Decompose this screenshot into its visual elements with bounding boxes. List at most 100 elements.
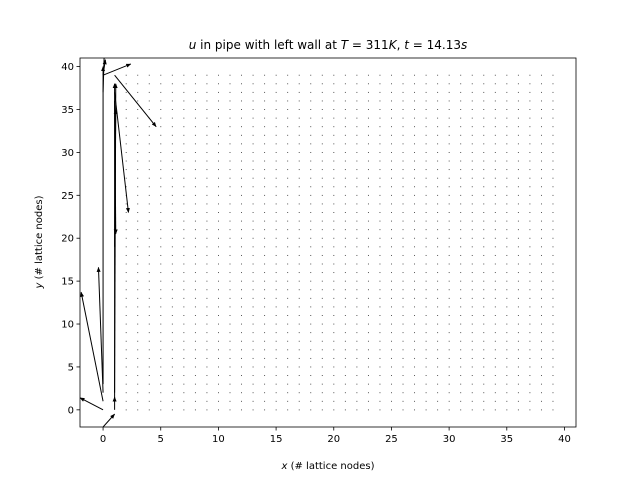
field-point [333,83,335,85]
field-point [229,306,231,308]
field-point [310,306,312,308]
field-point [321,177,323,179]
field-point [471,203,473,205]
field-point [333,315,335,316]
field-point [517,254,519,256]
field-point [321,126,323,128]
field-point [229,194,231,196]
field-point [379,91,381,93]
field-point [552,280,554,282]
field-point [148,254,150,256]
field-point [448,220,450,222]
field-point [344,357,346,359]
field-point [206,409,208,411]
field-point [252,91,254,93]
vector-field-arrows [80,58,157,427]
field-point [229,280,231,282]
field-point [494,160,496,162]
field-point [402,383,404,385]
field-point [425,177,427,179]
field-point [483,117,485,119]
field-point [529,169,531,171]
field-point [483,349,485,351]
field-point [125,272,127,274]
field-point [379,109,381,110]
field-point [310,143,312,145]
field-point [367,254,369,256]
field-point [379,220,381,222]
field-point [275,289,277,291]
field-point [552,263,554,265]
field-point [241,375,242,377]
field-point [218,349,219,351]
field-point [275,91,277,93]
field-point [218,237,219,239]
field-point [206,263,208,265]
field-point [241,409,242,411]
field-point [437,143,439,145]
field-point [171,126,173,128]
field-point [540,186,542,188]
field-point [321,349,323,351]
field-point [344,91,346,93]
field-point [552,400,554,402]
field-point [471,357,473,359]
field-point [414,315,416,316]
field-point [356,186,358,188]
field-point [391,246,392,248]
field-point [356,349,358,351]
field-point [229,263,231,265]
field-point [402,143,404,145]
velocity-arrow [114,92,130,213]
field-point [298,366,300,368]
field-point [494,375,496,377]
velocity-arrow [102,413,115,427]
field-point [402,357,404,359]
field-point [333,349,335,351]
field-point [264,143,266,145]
field-point [137,74,139,76]
field-point [206,349,208,351]
field-point [218,383,219,385]
field-point [310,280,312,282]
field-point [356,160,358,162]
field-point [540,349,542,351]
field-point [402,212,404,213]
field-point [264,272,266,274]
field-point [275,280,277,282]
field-point [183,400,185,402]
field-point [529,306,531,308]
field-point [437,392,439,394]
field-point [367,126,369,128]
field-point [160,220,162,222]
field-point [356,400,358,402]
field-point [310,134,312,136]
field-point [287,203,289,205]
velocity-arrow [114,74,157,128]
field-point [275,134,277,136]
field-point [160,91,162,93]
field-point [471,349,473,351]
field-point [471,306,473,308]
field-point [437,74,439,76]
field-point [414,246,416,248]
field-point [171,323,173,325]
field-point [287,246,289,248]
field-point [437,375,439,377]
field-point [402,272,404,274]
field-point [183,186,185,188]
field-point [483,280,485,282]
field-point [344,134,346,136]
field-point [160,323,162,325]
field-point [483,237,485,239]
field-point [229,109,231,110]
field-point [391,332,392,334]
field-point [171,229,173,231]
field-point [275,400,277,402]
field-point [448,315,450,316]
field-point [310,297,312,299]
field-point [229,126,231,128]
field-point [402,220,404,222]
field-point [494,280,496,282]
field-point [264,117,266,119]
